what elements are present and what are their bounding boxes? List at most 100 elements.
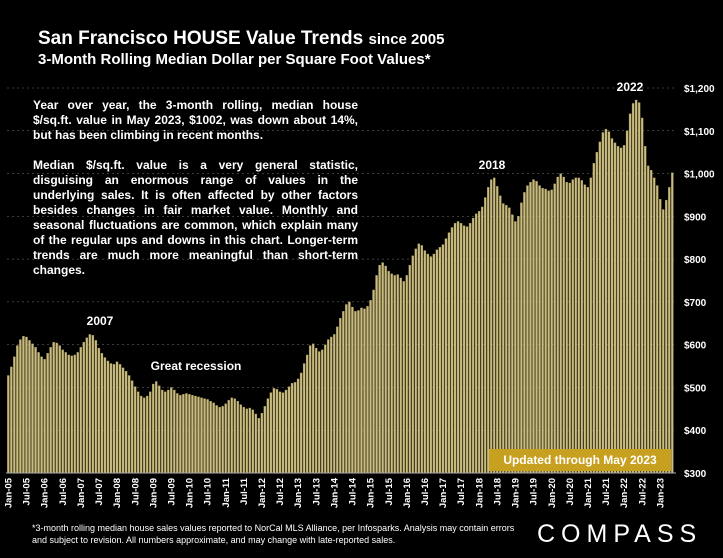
x-tick-label: Jul-11 — [239, 477, 250, 505]
bar — [574, 177, 577, 474]
y-tick-label: $1,000 — [684, 170, 715, 181]
bar — [477, 211, 481, 474]
bar — [490, 179, 493, 474]
bar — [363, 308, 366, 474]
bar — [429, 256, 433, 474]
x-tick-label: Jan-11 — [221, 477, 232, 507]
bar — [31, 343, 34, 474]
bar — [502, 203, 505, 474]
bar — [571, 179, 574, 474]
bar — [616, 146, 620, 474]
bar — [197, 396, 200, 474]
x-tick-label: Jul-20 — [565, 478, 576, 505]
annotation-label: 2018 — [479, 158, 506, 172]
bar — [37, 352, 40, 474]
bar — [224, 403, 227, 474]
x-tick-label: Jan-05 — [4, 477, 15, 508]
title-suffix: since 2005 — [368, 31, 445, 48]
bar — [562, 176, 565, 474]
bar — [471, 217, 475, 474]
bar — [176, 393, 179, 474]
bar — [514, 221, 517, 474]
x-axis-ticks: Jan-05 Jul-05 Jan-06 Jul-06 Jan-07 Jul-07 Jan-… — [4, 477, 667, 508]
bar — [266, 398, 270, 474]
bar — [339, 317, 342, 474]
bar — [34, 347, 37, 474]
bar — [52, 341, 55, 474]
bar — [73, 354, 76, 474]
x-tick-label: Jan-18 — [474, 478, 485, 508]
bar — [634, 99, 638, 474]
bar — [408, 264, 411, 474]
bar — [484, 197, 487, 474]
annotations: 2007 Great recession 2018 2022 — [87, 80, 644, 373]
bar — [127, 375, 131, 474]
bar — [375, 275, 378, 474]
y-tick-label: $1,100 — [684, 127, 715, 138]
x-tick-label: Jan-09 — [148, 478, 159, 508]
bar — [191, 394, 194, 474]
bar — [643, 146, 647, 474]
bar — [136, 391, 140, 474]
bar — [158, 385, 161, 474]
footnote: *3-month rolling median house sales valu… — [32, 523, 515, 545]
bar — [662, 209, 665, 474]
bar — [487, 187, 490, 474]
bar — [100, 353, 104, 474]
bar — [556, 176, 559, 474]
bar — [550, 189, 553, 474]
bar — [583, 184, 587, 474]
bar — [40, 356, 43, 474]
bar — [139, 395, 143, 474]
bar — [372, 289, 375, 474]
y-tick-label: $1,200 — [684, 84, 715, 95]
x-tick-label: Jan-08 — [112, 478, 123, 508]
bar — [242, 406, 245, 474]
bar — [405, 275, 408, 474]
x-tick-label: Jul-08 — [130, 478, 141, 505]
bar — [595, 152, 599, 474]
bar — [402, 281, 405, 474]
bar — [505, 205, 508, 474]
bar — [640, 117, 644, 474]
x-tick-label: Jan-21 — [583, 477, 594, 508]
bar — [115, 361, 119, 474]
y-tick-label: $800 — [684, 255, 707, 266]
y-tick-label: $300 — [684, 469, 707, 480]
bar — [284, 389, 288, 474]
bar — [378, 264, 381, 474]
x-tick-label: Jul-07 — [94, 478, 105, 505]
y-tick-label: $500 — [684, 383, 707, 394]
bar — [465, 226, 469, 474]
bar — [628, 113, 632, 474]
bar — [10, 366, 13, 474]
bar — [604, 128, 608, 474]
bar — [414, 248, 418, 474]
y-tick-label: $400 — [684, 426, 707, 437]
bar — [435, 249, 439, 474]
bar — [327, 339, 330, 474]
bar — [625, 130, 629, 474]
y-tick-label: $600 — [684, 341, 707, 352]
bar — [426, 253, 430, 474]
bar — [82, 341, 86, 474]
bar — [399, 277, 402, 474]
bar — [544, 188, 547, 474]
x-tick-label: Jul-14 — [348, 477, 359, 505]
y-tick-label: $900 — [684, 212, 707, 223]
bar — [589, 177, 593, 474]
bar — [170, 387, 173, 474]
bar — [526, 185, 529, 474]
bar — [336, 326, 339, 474]
bar — [206, 399, 209, 474]
bar — [671, 172, 674, 474]
x-tick-label: Jul-17 — [456, 478, 467, 505]
bar — [167, 389, 170, 474]
bar — [236, 400, 239, 474]
bar — [450, 227, 454, 474]
x-tick-label: Jul-12 — [275, 478, 286, 505]
summary-paragraph: Year over year, the 3-month rolling, med… — [33, 98, 358, 142]
bar — [67, 354, 70, 474]
